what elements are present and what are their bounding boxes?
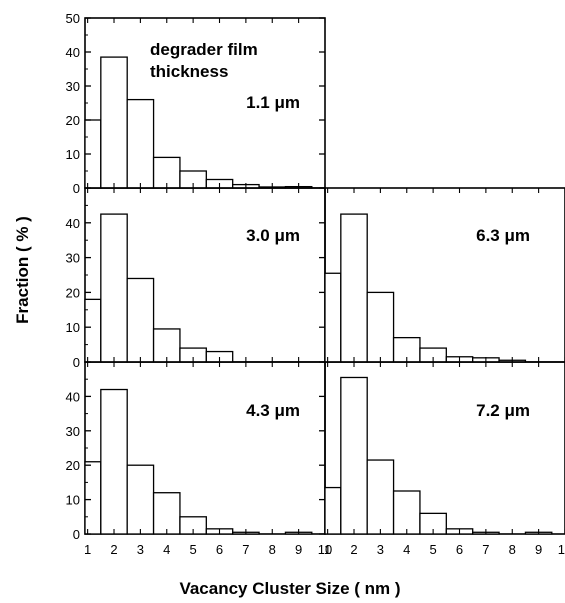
panel-label: 4.3 μm [246,401,300,420]
x-tick-label: 8 [269,542,276,557]
x-tick-label: 9 [295,542,302,557]
panel-label: 7.2 μm [476,401,530,420]
y-tick-label: 40 [66,45,80,60]
bar-3 [366,459,395,535]
x-tick-label: 4 [403,542,410,557]
annotation-line1: degrader film [150,40,258,59]
x-tick-label: 5 [190,542,197,557]
bar-1 [84,461,102,535]
bar-4 [152,328,181,363]
bar-1 [84,298,102,363]
panel-bottom-right: 1 2 3 4 5 6 7 8 9 10 7.2 μm [324,361,565,557]
bar-2 [100,388,128,535]
y-tick-label: 10 [66,320,80,335]
bar-2 [100,56,128,189]
y-tick-label: 30 [66,79,80,94]
y-tick-label: 10 [66,493,80,508]
panel-bottom-left: 0 10 20 30 40 1 2 3 4 5 6 7 8 9 10 4.3 μm [66,361,332,557]
panel-label: 3.0 μm [246,226,300,245]
panel-middle-left: 0 10 20 30 40 3.0 μm [66,187,326,370]
y-tick-label: 0 [73,355,80,370]
y-tick-label: 50 [66,11,80,26]
bar-3 [126,464,155,535]
bar-2 [340,376,368,535]
x-tick-label: 8 [509,542,516,557]
x-tick-label: 2 [110,542,117,557]
x-tick-label: 9 [535,542,542,557]
x-tick-label: 4 [163,542,170,557]
x-tick-label: 7 [482,542,489,557]
panel-top-left: 0 10 20 30 40 50 1.1 μm [66,11,326,196]
y-tick-label: 20 [66,458,80,473]
y-tick-label: 20 [66,113,80,128]
bar-1 [324,272,342,363]
bar-3 [126,98,155,189]
x-tick-label: 3 [137,542,144,557]
y-tick-label: 0 [73,181,80,196]
x-tick-label: 10 [318,542,332,557]
y-tick-label: 10 [66,147,80,162]
x-tick-label: 6 [216,542,223,557]
x-tick-label: 2 [350,542,357,557]
panel-label: 1.1 μm [246,93,300,112]
x-tick-label: 1 [84,542,91,557]
bar-3 [366,291,395,363]
bar-1 [324,486,342,535]
y-tick-label: 30 [66,424,80,439]
x-tick-label: 1 [324,542,331,557]
x-tick-label: 5 [430,542,437,557]
annotation-line2: thickness [150,62,228,81]
x-tick-label: 7 [242,542,249,557]
x-tick-label: 6 [456,542,463,557]
x-tick-label: 10 [558,542,565,557]
y-tick-label: 40 [66,389,80,404]
panel-middle-right: 6.3 μm [324,187,565,363]
y-tick-label: 30 [66,251,80,266]
y-tick-label: 40 [66,216,80,231]
y-axis-title: Fraction ( % ) [13,216,32,324]
panel-label: 6.3 μm [476,226,530,245]
bar-3 [126,277,155,363]
y-tick-label: 20 [66,285,80,300]
bar-2 [100,213,128,363]
x-axis-title: Vacancy Cluster Size ( nm ) [179,579,400,598]
bar-4 [392,490,421,535]
x-tick-label: 3 [377,542,384,557]
y-tick-label: 0 [73,527,80,542]
bar-2 [340,213,368,363]
bar-4 [152,492,181,535]
